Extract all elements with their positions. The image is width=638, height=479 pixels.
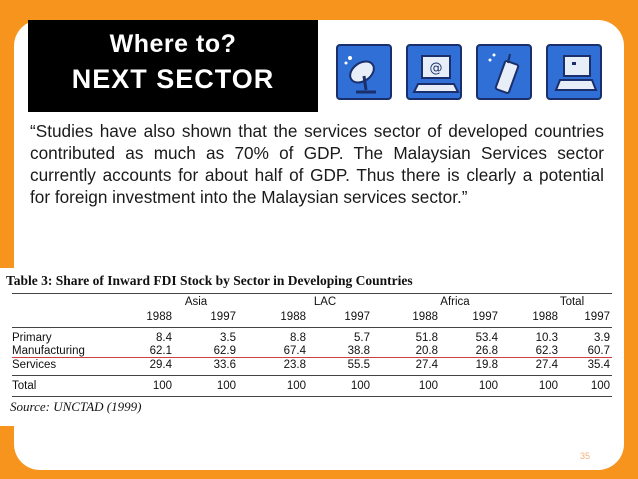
- year-header: 1997: [344, 311, 370, 323]
- svg-text:@: @: [430, 61, 443, 76]
- table-cell: 100: [590, 380, 610, 392]
- table-cell: 8.4: [156, 332, 172, 344]
- table-cell: 60.7: [587, 345, 610, 357]
- quote-text: “Studies have also shown that the servic…: [30, 121, 604, 207]
- table-cell: 100: [152, 380, 172, 392]
- table-cell: 3.5: [220, 332, 236, 344]
- table-cell: 8.8: [290, 332, 306, 344]
- table-cell: 20.8: [415, 345, 438, 357]
- year-header: 1997: [584, 311, 610, 323]
- table-cell: 100: [418, 380, 438, 392]
- table-cell: 33.6: [213, 359, 236, 371]
- table-cell: 100: [286, 380, 306, 392]
- page-number: 35: [580, 451, 591, 461]
- row-label: Manufacturing: [12, 345, 85, 357]
- region-header: LAC: [313, 296, 337, 308]
- table-cell: 53.4: [475, 332, 498, 344]
- slide-title-line1: Where to?: [109, 30, 237, 58]
- table-cell: 100: [350, 380, 370, 392]
- slide-title-line2: NEXT SECTOR: [71, 64, 275, 94]
- table-cell: 55.5: [347, 359, 370, 371]
- table-cell: 10.3: [535, 332, 558, 344]
- year-header: 1988: [146, 311, 172, 323]
- table-cell: 38.8: [347, 345, 370, 357]
- table-image: [0, 268, 624, 426]
- mobile-phone-icon: [476, 44, 532, 100]
- table-header-rule: [12, 327, 612, 328]
- table-cell: 100: [538, 380, 558, 392]
- table-cell: 100: [478, 380, 498, 392]
- row-label: Total: [12, 380, 37, 392]
- row-label: Primary: [12, 332, 52, 344]
- table-cell: 62.3: [535, 345, 558, 357]
- table-cell: 26.8: [475, 345, 498, 357]
- region-header: Asia: [184, 296, 208, 308]
- table-cell: 51.8: [415, 332, 438, 344]
- year-header: 1997: [472, 311, 498, 323]
- table-cell: 27.4: [415, 359, 438, 371]
- table-cell: 100: [216, 380, 236, 392]
- table-cell: 23.8: [283, 359, 306, 371]
- table-top-rule: [12, 293, 612, 294]
- title-box: [28, 20, 318, 112]
- table-cell: 62.9: [213, 345, 236, 357]
- icon-row: @: [336, 44, 616, 102]
- table-cell: 67.4: [283, 345, 306, 357]
- laptop-icon: [546, 44, 602, 100]
- table-total-rule: [12, 375, 612, 376]
- table-cell: 5.7: [354, 332, 370, 344]
- year-header: 1988: [280, 311, 306, 323]
- year-header: 1988: [532, 311, 558, 323]
- table-cell: 35.4: [587, 359, 610, 371]
- table-cell: 27.4: [535, 359, 558, 371]
- region-header: Total: [559, 296, 585, 308]
- computer-email-icon: @: [406, 44, 462, 100]
- table-bottom-rule: [12, 396, 612, 397]
- table-source: Source: UNCTAD (1999): [10, 399, 142, 414]
- manufacturing-underline: [12, 357, 612, 358]
- table-cell: 62.1: [149, 345, 172, 357]
- table-cell: 29.4: [149, 359, 172, 371]
- table-title: Table 3: Share of Inward FDI Stock by Se…: [6, 273, 413, 288]
- year-header: 1988: [412, 311, 438, 323]
- table-cell: 19.8: [475, 359, 498, 371]
- year-header: 1997: [210, 311, 236, 323]
- region-header: Africa: [440, 296, 470, 308]
- row-label: Services: [12, 359, 57, 371]
- satellite-dish-icon: [336, 44, 392, 100]
- table-cell: 3.9: [594, 332, 610, 344]
